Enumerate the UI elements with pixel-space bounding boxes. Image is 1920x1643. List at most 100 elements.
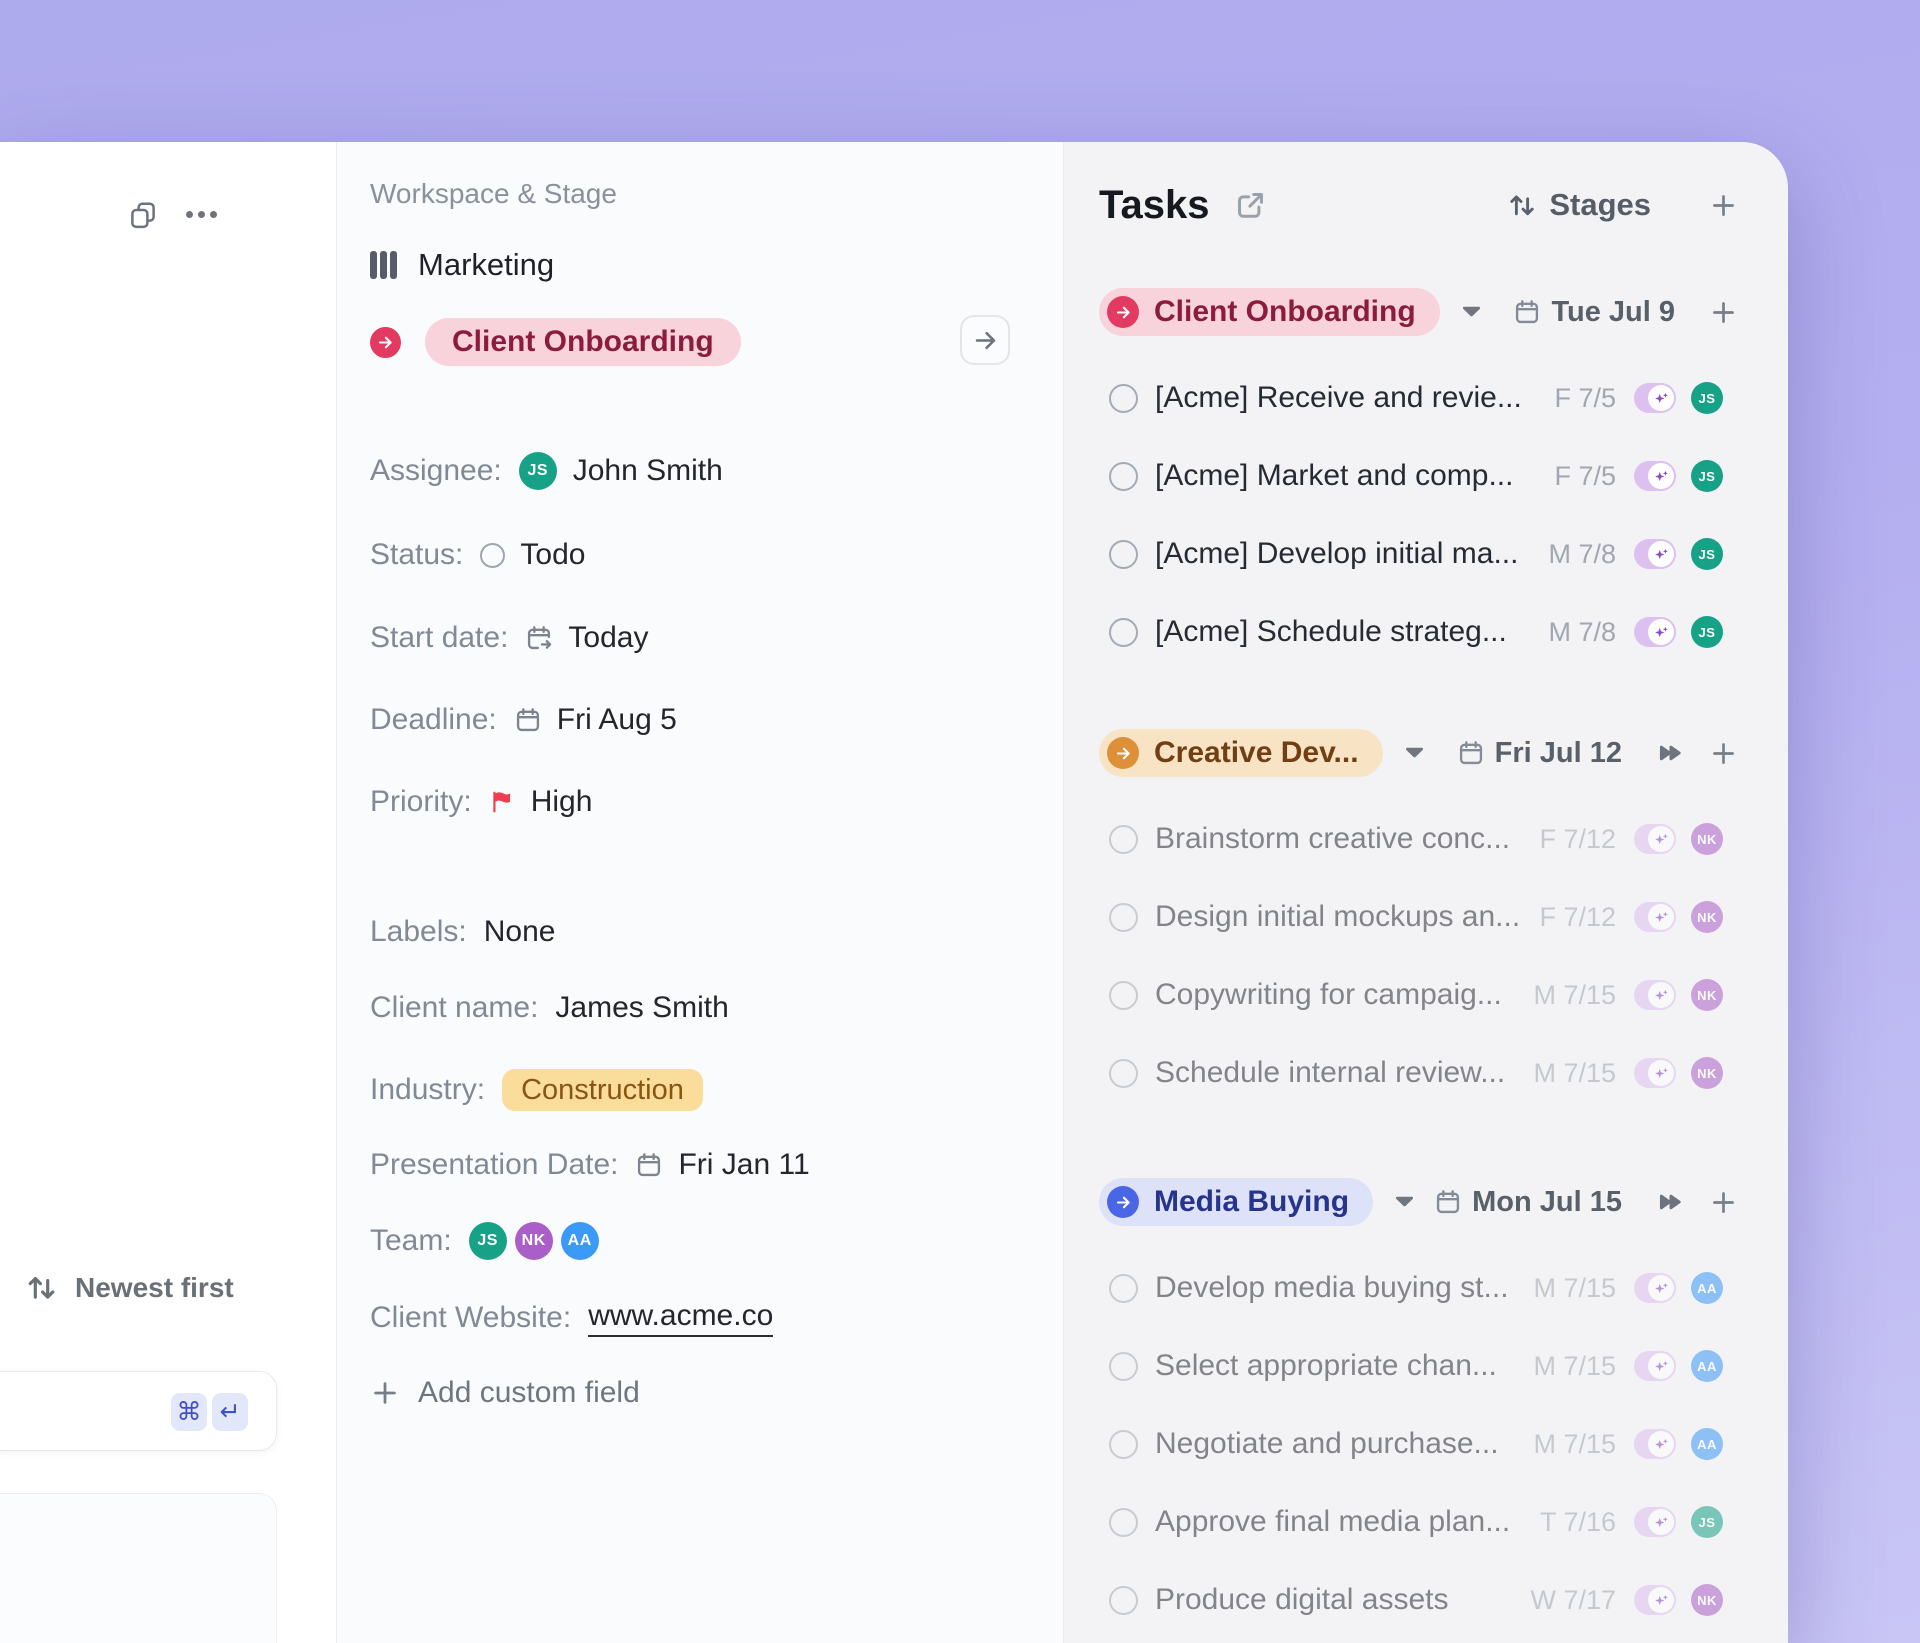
task-title: Schedule internal review... xyxy=(1155,1056,1505,1090)
field-label: Client Website: xyxy=(370,1301,571,1335)
sort-order-control[interactable]: Newest first xyxy=(25,1271,234,1304)
task-row[interactable]: Produce digital assetsW 7/17NK xyxy=(1109,1578,1788,1622)
ai-pill[interactable] xyxy=(1634,383,1676,413)
task-checkbox[interactable] xyxy=(1109,1059,1138,1088)
ai-pill[interactable] xyxy=(1634,980,1676,1010)
task-checkbox[interactable] xyxy=(1109,825,1138,854)
field-row-status: Status:Todo xyxy=(370,533,585,577)
collapse-caret-icon[interactable] xyxy=(1462,306,1481,318)
task-checkbox[interactable] xyxy=(1109,1352,1138,1381)
collapse-caret-icon[interactable] xyxy=(1405,747,1424,759)
ai-pill[interactable] xyxy=(1634,1585,1676,1615)
command-key: ⌘ xyxy=(171,1393,207,1431)
group-date[interactable]: Fri Jul 12 xyxy=(1495,737,1622,770)
ai-pill[interactable] xyxy=(1634,1273,1676,1303)
task-row[interactable]: Copywriting for campaig...M 7/15NK xyxy=(1109,973,1788,1017)
group-name: Media Buying xyxy=(1154,1185,1349,1219)
tasks-title: Tasks xyxy=(1099,183,1209,228)
task-row[interactable]: Schedule internal review...M 7/15NK xyxy=(1109,1051,1788,1095)
group-stage-badge[interactable]: Client Onboarding xyxy=(1099,288,1440,336)
task-row[interactable]: Negotiate and purchase...M 7/15AA xyxy=(1109,1422,1788,1466)
task-row[interactable]: Design initial mockups an...F 7/12NK xyxy=(1109,895,1788,939)
task-row[interactable]: [Acme] Schedule strateg...M 7/8JS xyxy=(1109,610,1788,654)
ai-pill[interactable] xyxy=(1634,461,1676,491)
group-date[interactable]: Mon Jul 15 xyxy=(1472,1186,1622,1219)
task-checkbox[interactable] xyxy=(1109,1508,1138,1537)
task-checkbox[interactable] xyxy=(1109,618,1138,647)
group-header-right: Fri Jul 12 xyxy=(1457,737,1738,770)
task-avatar: JS xyxy=(1691,1506,1723,1538)
field-value: None xyxy=(484,915,556,949)
ai-pill[interactable] xyxy=(1634,824,1676,854)
task-row[interactable]: Select appropriate chan...M 7/15AA xyxy=(1109,1344,1788,1388)
group-name: Creative Dev... xyxy=(1154,736,1359,770)
ai-pill[interactable] xyxy=(1634,902,1676,932)
task-checkbox[interactable] xyxy=(1109,981,1138,1010)
field-row-industry: Industry: Construction xyxy=(370,1068,703,1112)
task-group-header: Media Buying Mon Jul 15 xyxy=(1099,1176,1788,1228)
task-checkbox[interactable] xyxy=(1109,1430,1138,1459)
task-checkbox[interactable] xyxy=(1109,1586,1138,1615)
copy-icon[interactable] xyxy=(128,200,158,230)
task-checkbox[interactable] xyxy=(1109,1274,1138,1303)
industry-badge[interactable]: Construction xyxy=(502,1069,703,1111)
ai-pill[interactable] xyxy=(1634,1429,1676,1459)
sparkles-icon xyxy=(1648,1353,1674,1379)
field-row-deadline: Deadline:Fri Aug 5 xyxy=(370,698,677,742)
task-checkbox[interactable] xyxy=(1109,384,1138,413)
task-row[interactable]: Develop media buying st...M 7/15AA xyxy=(1109,1266,1788,1310)
open-tasks-external-icon[interactable] xyxy=(1235,190,1266,221)
task-title: Produce digital assets xyxy=(1155,1583,1449,1617)
ai-pill[interactable] xyxy=(1634,539,1676,569)
task-group-header: Client Onboarding Tue Jul 9 xyxy=(1099,286,1788,338)
ai-pill[interactable] xyxy=(1634,1058,1676,1088)
task-due-date: F 7/5 xyxy=(1554,383,1616,414)
add-custom-field-button[interactable]: Add custom field xyxy=(370,1371,640,1415)
sparkles-icon xyxy=(1648,1587,1674,1613)
field-value: Today xyxy=(568,621,648,655)
add-task-button[interactable] xyxy=(1709,191,1738,220)
task-checkbox[interactable] xyxy=(1109,540,1138,569)
field-label: Labels: xyxy=(370,915,467,949)
task-checkbox[interactable] xyxy=(1109,903,1138,932)
workspace-row[interactable]: Marketing xyxy=(370,243,554,287)
sparkles-icon xyxy=(1648,904,1674,930)
task-due-date: M 7/15 xyxy=(1533,1351,1616,1382)
task-row[interactable]: Brainstorm creative conc...F 7/12NK xyxy=(1109,817,1788,861)
more-options-icon[interactable] xyxy=(186,206,217,222)
group-stage-badge[interactable]: Media Buying xyxy=(1099,1178,1373,1226)
ai-pill[interactable] xyxy=(1634,617,1676,647)
section-label: Workspace & Stage xyxy=(370,178,617,210)
task-checkbox[interactable] xyxy=(1109,462,1138,491)
stage-badge[interactable]: Client Onboarding xyxy=(425,318,741,366)
sparkles-icon xyxy=(1648,463,1674,489)
team-avatars[interactable]: JSNKAA xyxy=(469,1222,599,1260)
task-row[interactable]: [Acme] Develop initial ma...M 7/8JS xyxy=(1109,532,1788,576)
sort-order-label: Newest first xyxy=(75,1272,234,1304)
task-title: [Acme] Develop initial ma... xyxy=(1155,537,1518,571)
task-title: Negotiate and purchase... xyxy=(1155,1427,1499,1461)
plus-icon xyxy=(370,1378,400,1408)
tasks-header: Tasks Stages xyxy=(1099,181,1788,229)
task-row[interactable]: Approve final media plan...T 7/16JS xyxy=(1109,1500,1788,1544)
open-stage-button[interactable] xyxy=(960,315,1010,365)
task-due-date: M 7/15 xyxy=(1533,980,1616,1011)
collapse-caret-icon[interactable] xyxy=(1395,1196,1414,1208)
field-label: Industry: xyxy=(370,1073,485,1107)
task-row[interactable]: [Acme] Market and comp...F 7/5JS xyxy=(1109,454,1788,498)
task-row[interactable]: [Acme] Receive and revie...F 7/5JS xyxy=(1109,376,1788,420)
ai-pill[interactable] xyxy=(1634,1507,1676,1537)
website-link[interactable]: www.acme.co xyxy=(588,1299,773,1337)
calendar-icon xyxy=(1457,739,1485,767)
calendar-icon xyxy=(635,1151,663,1179)
task-avatar: AA xyxy=(1691,1272,1723,1304)
group-stage-badge[interactable]: Creative Dev... xyxy=(1099,729,1383,777)
group-date[interactable]: Tue Jul 9 xyxy=(1551,296,1675,329)
ai-pill[interactable] xyxy=(1634,1351,1676,1381)
arrow-right-icon xyxy=(972,327,999,354)
stages-sort-button[interactable]: Stages xyxy=(1507,187,1651,223)
field-label: Start date: xyxy=(370,621,508,655)
task-avatar: AA xyxy=(1691,1350,1723,1382)
task-title: [Acme] Schedule strateg... xyxy=(1155,615,1507,649)
task-due-date: F 7/5 xyxy=(1554,461,1616,492)
